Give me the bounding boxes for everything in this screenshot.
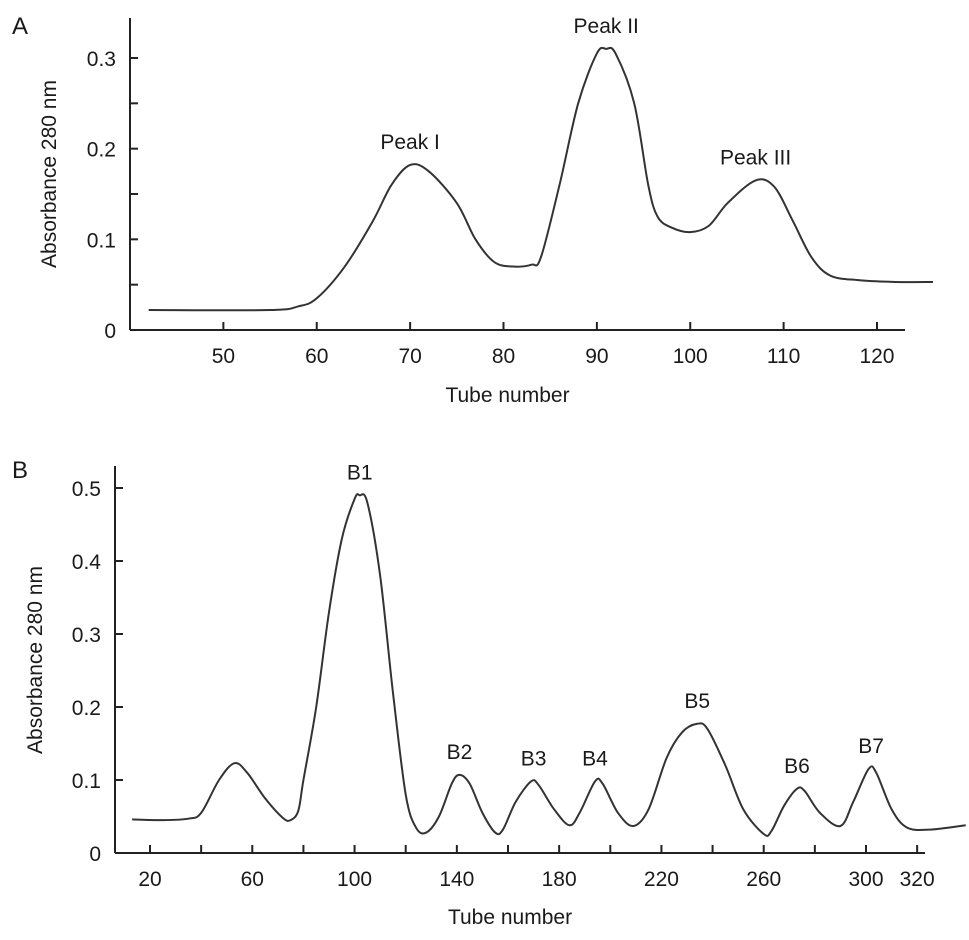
peak-label: B4 <box>582 747 608 770</box>
x-tick-label: 260 <box>746 868 781 891</box>
x-tick-label: 20 <box>138 868 161 891</box>
y-tick-label: 0.3 <box>87 48 116 71</box>
peak-label: Peak III <box>720 146 791 169</box>
y-tick-label: 0.5 <box>72 478 101 501</box>
x-tick-label: 60 <box>241 868 264 891</box>
x-tick-label: 90 <box>585 345 608 368</box>
x-axis-label: Tube number <box>448 906 572 929</box>
y-tick-label: 0 <box>89 843 101 866</box>
y-tick-label: 0.1 <box>87 229 116 252</box>
peak-label: B2 <box>447 741 473 764</box>
chart-panel-a: A 0 0.1 0.2 0.3 50 60 70 80 90 100 110 120 Tube numbe… <box>12 13 934 407</box>
absorbance-curve <box>132 493 966 837</box>
peak-label: Peak II <box>574 15 639 38</box>
peak-label: B1 <box>347 461 373 484</box>
x-tick-label: 120 <box>859 345 894 368</box>
y-tick-label: 0 <box>104 320 116 343</box>
x-tick-label: 300 <box>848 868 883 891</box>
x-tick-label: 140 <box>439 868 474 891</box>
y-tick-label: 0.1 <box>72 770 101 793</box>
peak-label: B3 <box>521 747 547 770</box>
y-tick-label: 0.4 <box>72 551 102 574</box>
y-axis-label: Absorbance 280 nm <box>24 566 47 754</box>
x-tick-label: 320 <box>900 868 935 891</box>
x-tick-label: 60 <box>305 345 328 368</box>
absorbance-curve <box>148 46 934 312</box>
peak-label: Peak I <box>380 131 440 154</box>
y-axis-label: Absorbance 280 nm <box>38 80 61 268</box>
x-tick-label: 100 <box>337 868 372 891</box>
x-tick-label: 80 <box>492 345 515 368</box>
peak-label: B7 <box>858 735 884 758</box>
y-tick-label: 0.3 <box>72 624 101 647</box>
panel-label: A <box>12 13 28 40</box>
x-tick-label: 70 <box>398 345 421 368</box>
x-axis-label: Tube number <box>445 384 569 407</box>
x-tick-label: 180 <box>542 868 577 891</box>
x-tick-label: 100 <box>673 345 708 368</box>
y-tick-label: 0.2 <box>87 139 116 162</box>
x-tick-label: 220 <box>644 868 679 891</box>
panel-label: B <box>12 457 28 484</box>
x-tick-label: 50 <box>212 345 235 368</box>
peak-label: B6 <box>784 755 810 778</box>
chart-panel-b: B 0 0.1 0.2 0.3 0.4 0.5 20 60 100 140 180 220 260 300 3… <box>12 457 966 929</box>
y-tick-label: 0.2 <box>72 697 101 720</box>
x-tick-label: 110 <box>767 345 800 368</box>
peak-label: B5 <box>684 690 710 713</box>
